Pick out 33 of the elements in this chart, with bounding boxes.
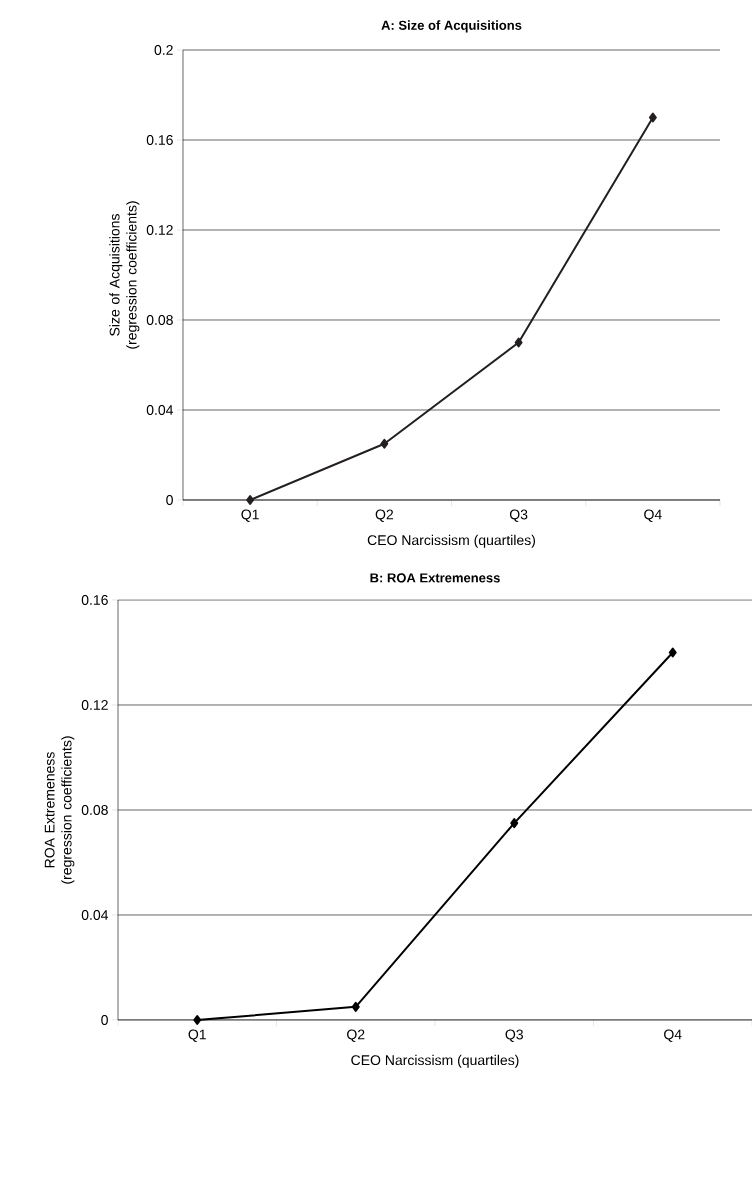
y-tick-label: 0 xyxy=(166,495,173,505)
y-tick-label: 0.08 xyxy=(81,805,108,815)
x-tick-label: Q3 xyxy=(509,509,528,522)
point xyxy=(193,1014,202,1025)
point xyxy=(648,112,657,123)
chart-title: A: Size of Acquisitions xyxy=(381,20,522,33)
y-tick-label: 0.2 xyxy=(154,45,173,55)
x-axis-title: CEO Narcissism (quartiles) xyxy=(351,1054,519,1068)
y-tick-label: 0.12 xyxy=(146,225,173,235)
x-tick-label: Q1 xyxy=(188,1029,206,1042)
y-tick-label: 0.04 xyxy=(146,405,173,415)
point xyxy=(668,647,677,658)
x-tick-label: Q2 xyxy=(375,509,393,522)
point xyxy=(380,438,389,449)
x-tick-label: Q3 xyxy=(505,1029,523,1042)
y-tick-label: 0 xyxy=(101,1015,108,1025)
y-axis-title: ROA Extremeness (regression coefficients) xyxy=(44,736,75,884)
y-tick-label: 0.16 xyxy=(146,135,173,145)
point xyxy=(514,337,523,348)
y-tick-label: 0.04 xyxy=(81,910,108,920)
point xyxy=(510,818,519,829)
chart-title: B: ROA Extremeness xyxy=(370,573,500,583)
y-tick-label: 0.08 xyxy=(146,315,173,325)
y-axis-title: Size of Acquisitions (regression coefficients) xyxy=(109,201,140,349)
point xyxy=(351,1001,360,1012)
x-tick-label: Q4 xyxy=(663,1029,682,1042)
point xyxy=(245,494,254,505)
x-axis-title: CEO Narcissism (quartiles) xyxy=(367,534,535,548)
y-tick-label: 0.16 xyxy=(81,595,108,605)
x-tick-label: Q2 xyxy=(346,1029,365,1042)
x-tick-label: Q4 xyxy=(644,509,662,522)
y-tick-label: 0.12 xyxy=(81,700,108,710)
x-tick-label: Q1 xyxy=(241,509,259,522)
